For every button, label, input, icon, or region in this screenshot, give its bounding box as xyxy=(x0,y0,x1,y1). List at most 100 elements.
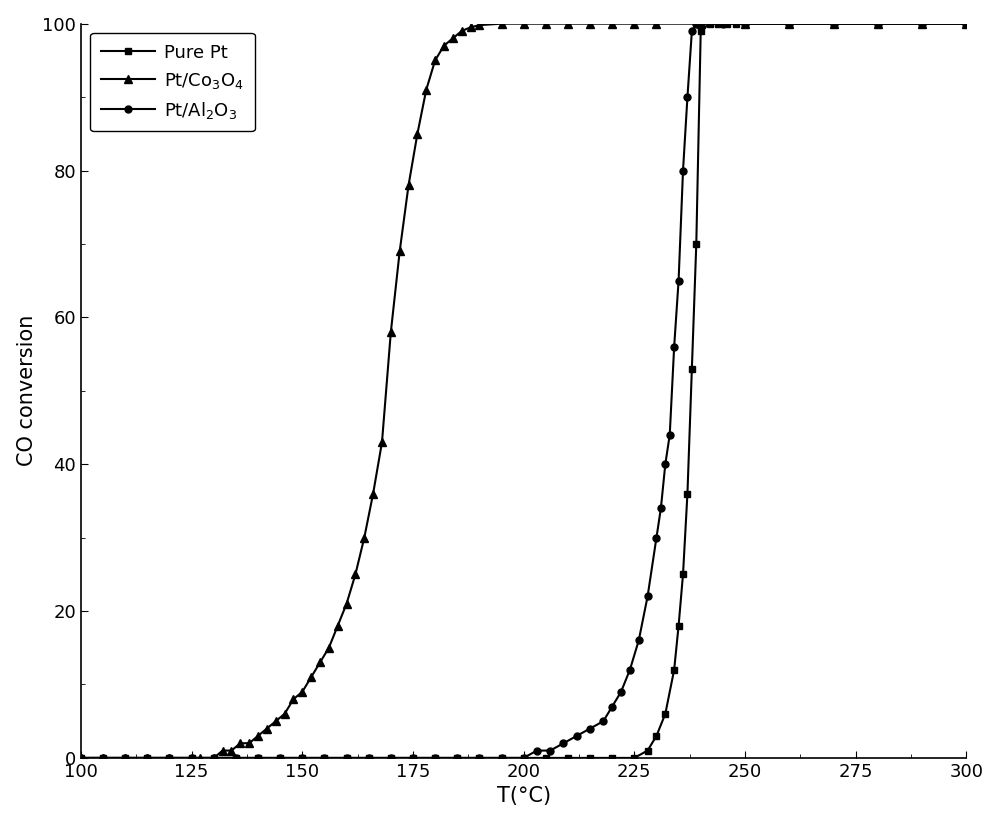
Line: Pt/Co$_3$O$_4$: Pt/Co$_3$O$_4$ xyxy=(77,20,970,762)
Pure Pt xyxy=(695,26,707,36)
Pure Pt xyxy=(518,753,530,763)
Pt/Co$_3$O$_4$ xyxy=(438,41,450,51)
Pt/Al$_2$O$_3$ xyxy=(606,701,618,711)
Pure Pt xyxy=(97,753,109,763)
Pure Pt xyxy=(721,19,733,29)
Pure Pt xyxy=(341,753,353,763)
Pure Pt xyxy=(677,570,689,579)
Pure Pt xyxy=(429,753,441,763)
Pt/Al$_2$O$_3$ xyxy=(642,592,654,602)
Pt/Al$_2$O$_3$ xyxy=(584,723,596,733)
Pure Pt xyxy=(163,753,175,763)
Pt/Al$_2$O$_3$ xyxy=(341,753,353,763)
Pt/Al$_2$O$_3$ xyxy=(681,92,693,102)
Pt/Co$_3$O$_4$ xyxy=(411,129,423,139)
Pure Pt xyxy=(186,753,198,763)
Pt/Al$_2$O$_3$ xyxy=(664,430,676,439)
Pt/Al$_2$O$_3$ xyxy=(960,19,972,29)
Pt/Al$_2$O$_3$ xyxy=(163,753,175,763)
Pt/Co$_3$O$_4$ xyxy=(960,19,972,29)
Pure Pt xyxy=(730,19,742,29)
Pure Pt xyxy=(642,746,654,756)
Pt/Co$_3$O$_4$ xyxy=(270,716,282,726)
Pt/Al$_2$O$_3$ xyxy=(783,19,795,29)
Pt/Al$_2$O$_3$ xyxy=(668,342,680,351)
Pure Pt xyxy=(872,19,884,29)
Pt/Al$_2$O$_3$ xyxy=(872,19,884,29)
Pure Pt xyxy=(828,19,840,29)
X-axis label: T(°C): T(°C) xyxy=(497,786,551,807)
Pure Pt xyxy=(650,731,662,741)
Pure Pt xyxy=(252,753,264,763)
Pure Pt xyxy=(75,753,87,763)
Pt/Al$_2$O$_3$ xyxy=(141,753,153,763)
Pure Pt xyxy=(385,753,397,763)
Pt/Al$_2$O$_3$ xyxy=(407,753,419,763)
Pure Pt xyxy=(606,753,618,763)
Pt/Al$_2$O$_3$ xyxy=(531,746,543,756)
Pt/Al$_2$O$_3$ xyxy=(686,26,698,36)
Pure Pt xyxy=(739,19,751,29)
Pure Pt xyxy=(540,753,552,763)
Pure Pt xyxy=(681,489,693,499)
Pt/Al$_2$O$_3$ xyxy=(496,753,508,763)
Pure Pt xyxy=(230,753,242,763)
Pt/Al$_2$O$_3$ xyxy=(677,165,689,175)
Pt/Al$_2$O$_3$ xyxy=(690,19,702,29)
Pure Pt xyxy=(690,239,702,249)
Pure Pt xyxy=(562,753,574,763)
Pt/Al$_2$O$_3$ xyxy=(673,276,685,286)
Pt/Al$_2$O$_3$ xyxy=(274,753,286,763)
Pure Pt xyxy=(451,753,463,763)
Pure Pt xyxy=(496,753,508,763)
Pure Pt xyxy=(668,665,680,675)
Pt/Al$_2$O$_3$ xyxy=(208,753,220,763)
Pure Pt xyxy=(296,753,308,763)
Pt/Al$_2$O$_3$ xyxy=(650,532,662,542)
Pure Pt xyxy=(318,753,330,763)
Pt/Al$_2$O$_3$ xyxy=(119,753,131,763)
Line: Pure Pt: Pure Pt xyxy=(77,21,970,761)
Pt/Al$_2$O$_3$ xyxy=(544,746,556,756)
Pt/Al$_2$O$_3$ xyxy=(557,738,569,748)
Pt/Al$_2$O$_3$ xyxy=(571,731,583,741)
Pt/Al$_2$O$_3$ xyxy=(916,19,928,29)
Pure Pt xyxy=(712,19,724,29)
Pt/Al$_2$O$_3$ xyxy=(296,753,308,763)
Pt/Co$_3$O$_4$ xyxy=(496,19,508,29)
Pure Pt xyxy=(584,753,596,763)
Pt/Al$_2$O$_3$ xyxy=(597,716,609,726)
Pt/Al$_2$O$_3$ xyxy=(473,753,485,763)
Pt/Al$_2$O$_3$ xyxy=(385,753,397,763)
Pt/Al$_2$O$_3$ xyxy=(363,753,375,763)
Line: Pt/Al$_2$O$_3$: Pt/Al$_2$O$_3$ xyxy=(77,21,970,761)
Pure Pt xyxy=(473,753,485,763)
Pt/Al$_2$O$_3$ xyxy=(695,19,707,29)
Y-axis label: CO conversion: CO conversion xyxy=(17,315,37,467)
Pure Pt xyxy=(686,364,698,374)
Pt/Al$_2$O$_3$ xyxy=(186,753,198,763)
Pt/Al$_2$O$_3$ xyxy=(739,19,751,29)
Pt/Al$_2$O$_3$ xyxy=(655,504,667,514)
Pure Pt xyxy=(659,709,671,718)
Pt/Al$_2$O$_3$ xyxy=(451,753,463,763)
Pure Pt xyxy=(274,753,286,763)
Pt/Co$_3$O$_4$ xyxy=(75,753,87,763)
Pure Pt xyxy=(783,19,795,29)
Pt/Al$_2$O$_3$ xyxy=(429,753,441,763)
Pt/Al$_2$O$_3$ xyxy=(624,665,636,675)
Pt/Al$_2$O$_3$ xyxy=(828,19,840,29)
Pt/Al$_2$O$_3$ xyxy=(97,753,109,763)
Legend: Pure Pt, Pt/Co$_3$O$_4$, Pt/Al$_2$O$_3$: Pure Pt, Pt/Co$_3$O$_4$, Pt/Al$_2$O$_3$ xyxy=(90,33,255,132)
Pure Pt xyxy=(208,753,220,763)
Pure Pt xyxy=(628,753,640,763)
Pure Pt xyxy=(363,753,375,763)
Pure Pt xyxy=(704,19,716,29)
Pure Pt xyxy=(141,753,153,763)
Pt/Co$_3$O$_4$ xyxy=(739,19,751,29)
Pt/Co$_3$O$_4$ xyxy=(562,19,574,29)
Pure Pt xyxy=(960,19,972,29)
Pt/Al$_2$O$_3$ xyxy=(659,459,671,469)
Pt/Al$_2$O$_3$ xyxy=(252,753,264,763)
Pure Pt xyxy=(673,621,685,630)
